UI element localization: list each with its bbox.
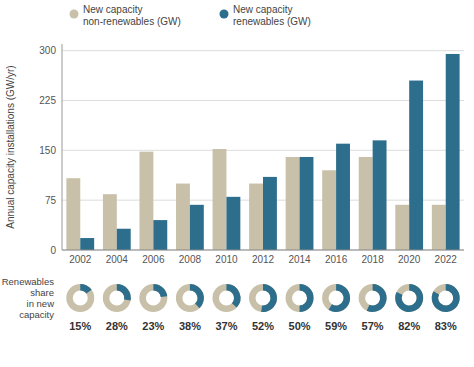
bar (176, 184, 190, 250)
x-tick-label: 2002 (69, 254, 92, 265)
x-tick-label: 2018 (362, 254, 385, 265)
y-tick-label: 150 (39, 145, 56, 156)
donut-label: 59% (325, 320, 347, 332)
donut-label: 37% (215, 320, 237, 332)
bar (66, 178, 80, 250)
bar (117, 229, 131, 250)
text-line: capacity (19, 309, 54, 320)
bar (336, 144, 350, 250)
bar (226, 197, 240, 250)
donut-label: 28% (106, 320, 128, 332)
grid-line (62, 100, 464, 101)
donut-arc (300, 284, 314, 312)
donut-label: 83% (435, 320, 457, 332)
text-line: Renewables (2, 276, 55, 287)
donut-track (176, 284, 204, 312)
legend-label: New capacityrenewables (GW) (233, 4, 311, 27)
donut-track (395, 284, 423, 312)
text-line: in new (27, 298, 55, 309)
bar (395, 205, 409, 250)
x-tick-label: 2008 (179, 254, 202, 265)
bar (446, 54, 460, 250)
donut-track (432, 284, 460, 312)
donut-label: 52% (252, 320, 274, 332)
grid-line (62, 150, 464, 151)
donut-track (66, 284, 94, 312)
bar (249, 184, 263, 250)
y-tick-label: 300 (39, 45, 56, 56)
bar (213, 149, 227, 250)
x-tick-label: 2014 (288, 254, 311, 265)
y-axis-line (62, 44, 63, 250)
x-tick-label: 2016 (325, 254, 348, 265)
y-tick-label: 75 (45, 195, 57, 206)
bar (300, 157, 314, 250)
donut-arc (80, 284, 91, 294)
donut-label: 82% (398, 320, 420, 332)
y-tick-label: 0 (50, 245, 56, 256)
grid (62, 51, 464, 250)
text-line: New capacity (233, 4, 292, 15)
text-line: non-renewables (GW) (83, 16, 181, 27)
donut-label: 15% (69, 320, 91, 332)
text-line: renewables (GW) (233, 16, 311, 27)
donut-arc (226, 284, 240, 308)
donut-track (249, 284, 277, 312)
donut-label: 23% (142, 320, 164, 332)
bar (359, 157, 373, 250)
x-tick-label: 2022 (435, 254, 458, 265)
donut-label: 50% (289, 320, 311, 332)
x-tick-label: 2006 (142, 254, 165, 265)
chart: 0 75 150 225 300 Annual capacity installation… (0, 0, 474, 367)
donut-track (212, 284, 240, 312)
x-tick-label: 2020 (398, 254, 421, 265)
bar (286, 157, 300, 250)
donut-arc (329, 284, 351, 312)
donut-arc (117, 284, 131, 301)
y-tick-label: 225 (39, 95, 56, 106)
donut-label: 38% (179, 320, 201, 332)
bar (322, 170, 336, 250)
donut-track (139, 284, 167, 312)
grid-line (62, 250, 464, 251)
bars (66, 54, 459, 250)
bar (139, 152, 153, 250)
bar (103, 194, 117, 250)
donut-track (103, 284, 131, 312)
grid-line (62, 50, 464, 51)
x-axis-line (62, 250, 464, 251)
y-axis-label: Annual capacity installations (GW/yr) (5, 65, 16, 228)
bar (190, 205, 204, 250)
bar (432, 205, 446, 250)
donut-title: Renewablessharein newcapacity (2, 276, 55, 320)
bar (373, 140, 387, 250)
donut-track (359, 284, 387, 312)
text-line: New capacity (83, 4, 142, 15)
bar (153, 220, 167, 250)
legend: New capacitynon-renewables (GW)New capac… (70, 4, 311, 27)
donut-arc (367, 284, 387, 312)
donut-track (322, 284, 350, 312)
donut-arc (261, 284, 277, 312)
donut-arc (432, 284, 460, 312)
x-tick-label: 2010 (215, 254, 238, 265)
donut-track (286, 284, 314, 312)
x-tick-label: 2012 (252, 254, 275, 265)
text-line: share (30, 287, 54, 298)
donut-arc (153, 284, 167, 297)
donut-arc (190, 284, 204, 308)
bar (80, 238, 94, 250)
donut-arc (395, 284, 423, 312)
x-tick-label: 2004 (106, 254, 129, 265)
donut-label: 57% (362, 320, 384, 332)
donuts (66, 284, 459, 312)
legend-marker (220, 10, 229, 19)
legend-label: New capacitynon-renewables (GW) (83, 4, 181, 27)
legend-marker (70, 10, 79, 19)
bar (263, 177, 277, 250)
bar (409, 81, 423, 250)
